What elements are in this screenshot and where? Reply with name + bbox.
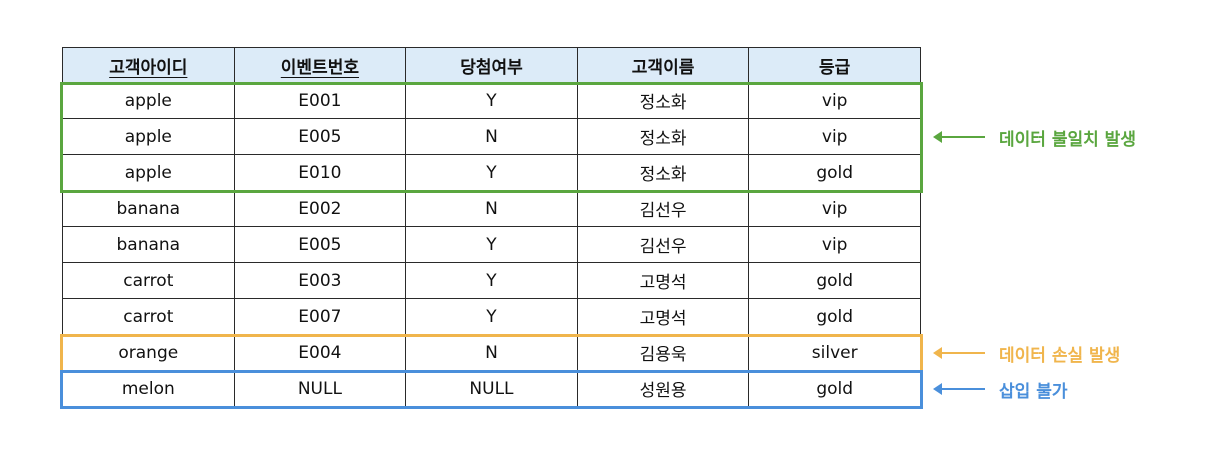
cell-customer-name: 정소화 (576, 154, 750, 191)
cell-event-no: E005 (233, 118, 407, 155)
cell-customer-name: 김선우 (576, 226, 750, 263)
column-header-label: 등급 (819, 57, 851, 78)
cell-customer-id: apple (62, 154, 235, 191)
cell-win-status: NULL (405, 370, 578, 407)
cell-customer-name: 김용욱 (576, 334, 750, 371)
cell-event-no: E007 (233, 298, 407, 335)
annotation-label: 데이터 불일치 발생 (999, 129, 1136, 150)
cell-grade: gold (748, 370, 921, 407)
table-row: melon NULL NULL 성원용 gold (62, 370, 921, 407)
column-header-label: 고객이름 (631, 57, 695, 78)
table-row: apple E005 N 정소화 vip (62, 118, 921, 155)
column-header-customer-name: 고객이름 (576, 47, 750, 83)
customer-event-table: 고객아이디 이벤트번호 당첨여부 고객이름 등급 apple E001 Y 정소화 vip app… (62, 47, 921, 407)
cell-grade: gold (748, 262, 921, 299)
cell-win-status: N (405, 118, 578, 155)
cell-customer-name: 성원용 (576, 370, 750, 407)
cell-win-status: Y (405, 226, 578, 263)
cell-event-no: E002 (233, 190, 407, 227)
column-header-label: 이벤트번호 (280, 57, 359, 78)
cell-event-no: E001 (233, 82, 407, 119)
column-header-label: 당첨여부 (460, 57, 523, 78)
cell-customer-id: apple (62, 118, 235, 155)
column-header-customer-id: 고객아이디 (62, 47, 235, 83)
cell-grade: gold (748, 298, 921, 335)
table-row: banana E002 N 김선우 vip (62, 190, 921, 227)
arrow-left-icon (933, 383, 985, 395)
annotation-inconsistency: 데이터 불일치 발생 (933, 125, 1136, 150)
cell-win-status: Y (405, 298, 578, 335)
cell-grade: vip (748, 226, 921, 263)
cell-event-no: E010 (233, 154, 407, 191)
cell-event-no: E005 (233, 226, 407, 263)
cell-customer-name: 정소화 (576, 82, 750, 119)
annotation-insertion: 삽입 불가 (933, 377, 1068, 402)
cell-customer-id: orange (62, 334, 235, 371)
cell-win-status: N (405, 190, 578, 227)
cell-grade: vip (748, 190, 921, 227)
cell-customer-id: carrot (62, 298, 235, 335)
cell-grade: vip (748, 82, 921, 119)
cell-event-no: E004 (233, 334, 407, 371)
table-row: apple E001 Y 정소화 vip (62, 82, 921, 119)
column-header-label: 고객아이디 (109, 57, 188, 78)
cell-customer-id: melon (62, 370, 235, 407)
table-row: orange E004 N 김용욱 silver (62, 334, 921, 371)
table-row: carrot E007 Y 고명석 gold (62, 298, 921, 335)
column-header-event-no: 이벤트번호 (233, 47, 407, 83)
arrow-left-icon (933, 131, 985, 143)
cell-customer-id: carrot (62, 262, 235, 299)
cell-win-status: N (405, 334, 578, 371)
arrow-left-icon (933, 347, 985, 359)
cell-customer-name: 고명석 (576, 298, 750, 335)
cell-event-no: NULL (233, 370, 407, 407)
cell-win-status: Y (405, 82, 578, 119)
cell-customer-name: 김선우 (576, 190, 750, 227)
cell-event-no: E003 (233, 262, 407, 299)
cell-grade: silver (748, 334, 921, 371)
cell-customer-id: banana (62, 226, 235, 263)
column-header-grade: 등급 (748, 47, 921, 83)
cell-grade: vip (748, 118, 921, 155)
table-row: apple E010 Y 정소화 gold (62, 154, 921, 191)
table-row: banana E005 Y 김선우 vip (62, 226, 921, 263)
cell-customer-id: banana (62, 190, 235, 227)
cell-customer-name: 정소화 (576, 118, 750, 155)
table-header-row: 고객아이디 이벤트번호 당첨여부 고객이름 등급 (62, 47, 921, 83)
annotation-label: 삽입 불가 (999, 381, 1068, 402)
cell-grade: gold (748, 154, 921, 191)
cell-customer-id: apple (62, 82, 235, 119)
table-row: carrot E003 Y 고명석 gold (62, 262, 921, 299)
column-header-win-status: 당첨여부 (405, 47, 578, 83)
table-body: apple E001 Y 정소화 vip apple E005 N 정소화 vip apple E01… (62, 82, 921, 407)
cell-customer-name: 고명석 (576, 262, 750, 299)
cell-win-status: Y (405, 262, 578, 299)
annotation-label: 데이터 손실 발생 (999, 345, 1121, 366)
cell-win-status: Y (405, 154, 578, 191)
annotation-loss: 데이터 손실 발생 (933, 341, 1121, 366)
